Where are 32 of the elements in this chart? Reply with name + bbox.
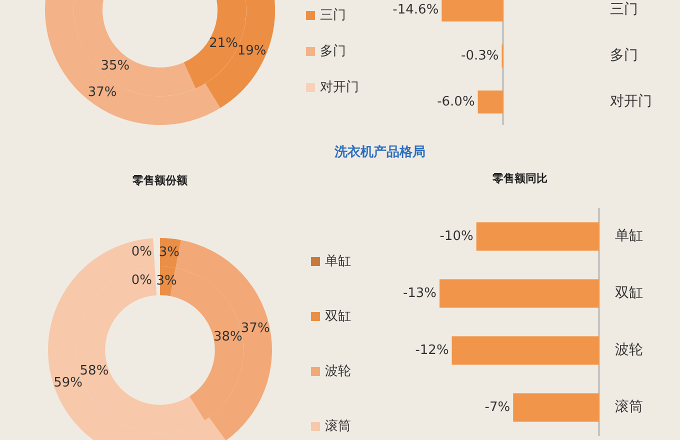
data-label: 21% [209, 36, 238, 51]
y-tick-label: 滚筒 [615, 399, 643, 416]
legend-label: 对开门 [320, 79, 359, 96]
y-tick-label: 对开门 [610, 94, 652, 110]
data-label: -12% [415, 342, 449, 358]
data-label: 38% [213, 329, 242, 344]
data-label: -13% [402, 286, 437, 301]
data-label: 19% [237, 44, 266, 59]
data-label: -6.0% [437, 94, 475, 110]
data-label: -7% [484, 400, 510, 415]
data-label: -0.3% [461, 48, 499, 64]
data-label: 37% [88, 84, 117, 100]
y-tick-label: 波轮 [615, 342, 643, 358]
text: 洗衣机产品格局 [334, 144, 426, 161]
data-label: -14.6% [392, 2, 439, 18]
data-label: 35% [100, 58, 130, 74]
legend-label: 波轮 [325, 363, 351, 380]
y-tick-label: 三门 [610, 2, 638, 18]
y-tick-label: 多门 [610, 48, 638, 64]
y-tick-label: 双缸 [615, 285, 643, 302]
legend-label: 三门 [320, 7, 346, 24]
y-tick-label: 单缸 [615, 228, 643, 244]
chart-title: 零售额份额 [132, 173, 188, 188]
data-label: -10% [440, 228, 474, 244]
legend-label: 滚筒 [325, 418, 351, 435]
chart-title: 零售额同比 [492, 171, 548, 186]
text: 0% [131, 273, 152, 288]
text: 0% [131, 244, 152, 260]
legend-label: 单缸 [325, 253, 351, 270]
legend-label: 多门 [320, 43, 346, 60]
legend-label: 双缸 [325, 308, 351, 325]
data-label: 37% [240, 321, 270, 336]
